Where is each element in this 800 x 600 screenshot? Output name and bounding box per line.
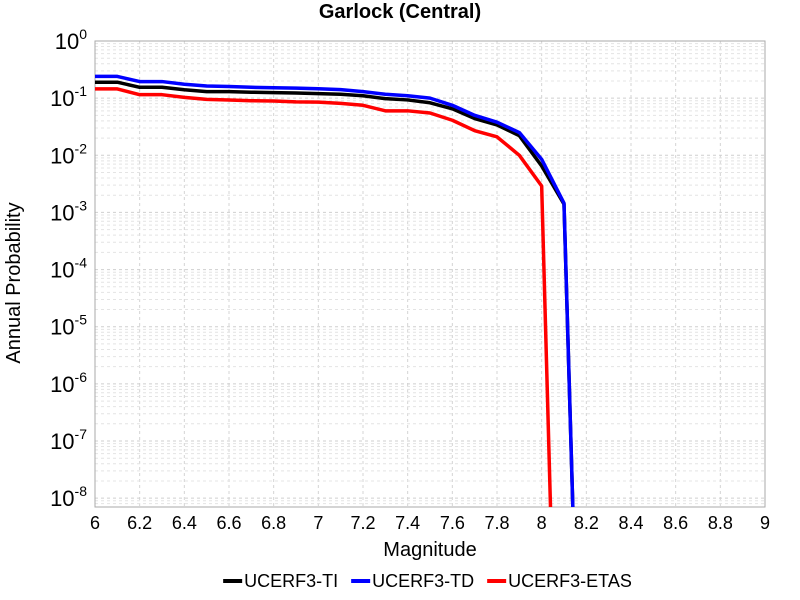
y-tick-label: 10-4 — [50, 255, 87, 283]
plot-frame — [94, 40, 766, 508]
y-tick-labels: 100 10-1 10-2 10-3 10-4 10-5 10-6 10-7 10-8 — [50, 26, 87, 511]
x-tick-label: 6.4 — [172, 513, 197, 533]
x-tick-label: 7.6 — [440, 513, 465, 533]
x-tick-label: 8.6 — [663, 513, 688, 533]
y-tick-label: 10-6 — [50, 369, 87, 397]
x-tick-label: 6.2 — [127, 513, 152, 533]
y-tick-label: 100 — [55, 26, 87, 54]
x-tick-label: 6 — [90, 513, 100, 533]
grid — [95, 41, 765, 508]
series-lines — [95, 74, 575, 507]
series-line-ucerf3-etas — [95, 87, 553, 507]
y-tick-label: 10-1 — [50, 83, 87, 111]
x-tick-label: 8.8 — [708, 513, 733, 533]
y-tick-label: 10-2 — [50, 140, 87, 168]
y-tick-label: 10-7 — [50, 426, 87, 454]
x-tick-labels: 6 6.2 6.4 6.6 6.8 7 7.2 7.4 7.6 7.8 8 8.2 8.4 8.6 8.8 9 — [90, 513, 770, 533]
x-tick-label: 8.2 — [574, 513, 599, 533]
x-tick-label: 8.4 — [618, 513, 643, 533]
legend: UCERF3-TI UCERF3-TD UCERF3-ETAS — [223, 571, 632, 591]
x-tick-label: 7 — [313, 513, 323, 533]
y-tick-label: 10-3 — [50, 197, 87, 225]
chart-title: Garlock (Central) — [319, 1, 481, 23]
x-tick-label: 7.8 — [484, 513, 509, 533]
x-tick-label: 7.2 — [350, 513, 375, 533]
legend-label-ucerf3-etas: UCERF3-ETAS — [508, 571, 632, 591]
legend-label-ucerf3-td: UCERF3-TD — [372, 571, 474, 591]
series-line-ucerf3-td — [95, 74, 575, 507]
y-tick-label: 10-5 — [50, 312, 87, 340]
x-tick-label: 6.8 — [261, 513, 286, 533]
x-tick-label: 6.6 — [216, 513, 241, 533]
x-tick-label: 7.4 — [395, 513, 420, 533]
legend-label-ucerf3-ti: UCERF3-TI — [244, 571, 338, 591]
x-tick-label: 8 — [537, 513, 547, 533]
x-axis-label: Magnitude — [383, 539, 476, 561]
y-tick-label: 10-8 — [50, 483, 87, 511]
x-tick-label: 9 — [760, 513, 770, 533]
series-line-ucerf3-ti — [95, 80, 575, 507]
y-axis-label: Annual Probability — [3, 202, 25, 363]
